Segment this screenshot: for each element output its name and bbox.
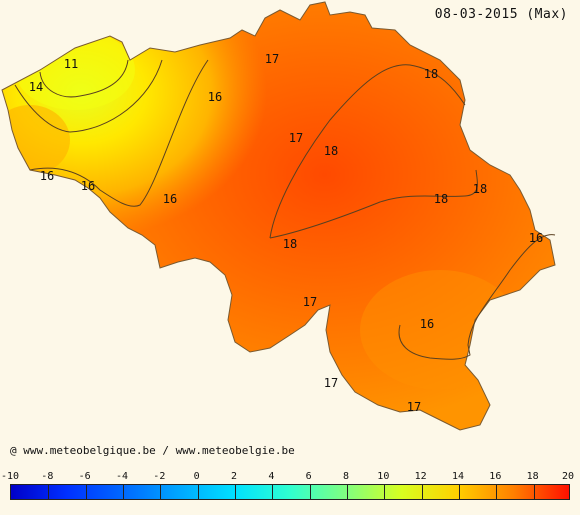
legend-tick-divider xyxy=(235,485,236,499)
date-label: 08-03-2015 (Max) xyxy=(434,7,568,22)
isotherm-label: 18 xyxy=(282,237,298,251)
isotherm-label: 17 xyxy=(264,52,280,66)
isotherm-label: 17 xyxy=(406,400,422,414)
isotherm-label: 16 xyxy=(80,179,96,193)
legend-tick-divider xyxy=(421,485,423,499)
legend-tick-label: 12 xyxy=(414,471,427,482)
isotherm-label: 14 xyxy=(28,80,44,94)
belgium-map-svg xyxy=(1,1,556,431)
isotherm-label: 11 xyxy=(63,57,79,71)
isotherm-label: 18 xyxy=(433,192,449,206)
legend-tick-divider xyxy=(347,485,348,499)
isotherm-label: 18 xyxy=(423,67,439,81)
legend-tick-label: -2 xyxy=(153,471,166,482)
temperature-map: 08-03-2015 (Max) 11 14 16 16 16 16 17 17… xyxy=(1,1,568,457)
legend-tick-label: 8 xyxy=(342,471,350,482)
isotherm-label: 17 xyxy=(288,131,304,145)
legend-tick-label: -4 xyxy=(115,471,129,482)
isotherm-lines xyxy=(14,59,556,360)
isotherm-label: 16 xyxy=(207,90,223,104)
legend-tick-divider xyxy=(309,485,311,499)
legend-tick-label: 18 xyxy=(526,471,539,482)
legend-tick-divider xyxy=(533,485,535,499)
color-scale-legend: -10 -8 -6 -4 -2 0 2 4 6 8 10 12 14 16 18 20 xyxy=(0,466,580,515)
isotherm-label: 16 xyxy=(419,317,435,331)
legend-tick-label: -8 xyxy=(41,471,54,482)
color-scale-bar xyxy=(10,484,570,500)
legend-tick-label: 2 xyxy=(230,471,238,482)
legend-tick-label: 10 xyxy=(377,471,390,482)
legend-tick-label: 20 xyxy=(561,471,575,482)
isotherm-label: 17 xyxy=(323,376,339,390)
isotherm-label: 16 xyxy=(528,231,544,245)
isotherm-label: 17 xyxy=(302,295,318,309)
legend-tick-label: 16 xyxy=(489,471,502,482)
legend-tick-label: 4 xyxy=(268,471,275,482)
legend-tick-divider xyxy=(160,485,162,499)
legend-tick-divider xyxy=(459,485,460,499)
legend-tick-label: 0 xyxy=(193,471,200,482)
legend-tick-divider xyxy=(272,485,274,499)
legend-tick-label: -6 xyxy=(78,471,91,482)
credit-text: @ www.meteobelgique.be / www.meteobelgie… xyxy=(10,444,295,457)
isotherm-label: 18 xyxy=(323,144,339,158)
legend-tick-divider xyxy=(384,485,386,499)
legend-tick-divider xyxy=(123,485,124,499)
isotherm-label: 18 xyxy=(472,182,488,196)
legend-tick-divider xyxy=(197,485,199,499)
isotherm-label: 16 xyxy=(39,169,55,183)
legend-tick-divider xyxy=(48,485,50,499)
isotherm-label: 16 xyxy=(162,192,178,206)
legend-tick-divider xyxy=(496,485,498,499)
legend-tick-label: 6 xyxy=(305,471,312,482)
legend-tick-divider xyxy=(85,485,87,499)
legend-tick-label: 14 xyxy=(451,471,465,482)
legend-tick-label: -10 xyxy=(0,471,20,482)
